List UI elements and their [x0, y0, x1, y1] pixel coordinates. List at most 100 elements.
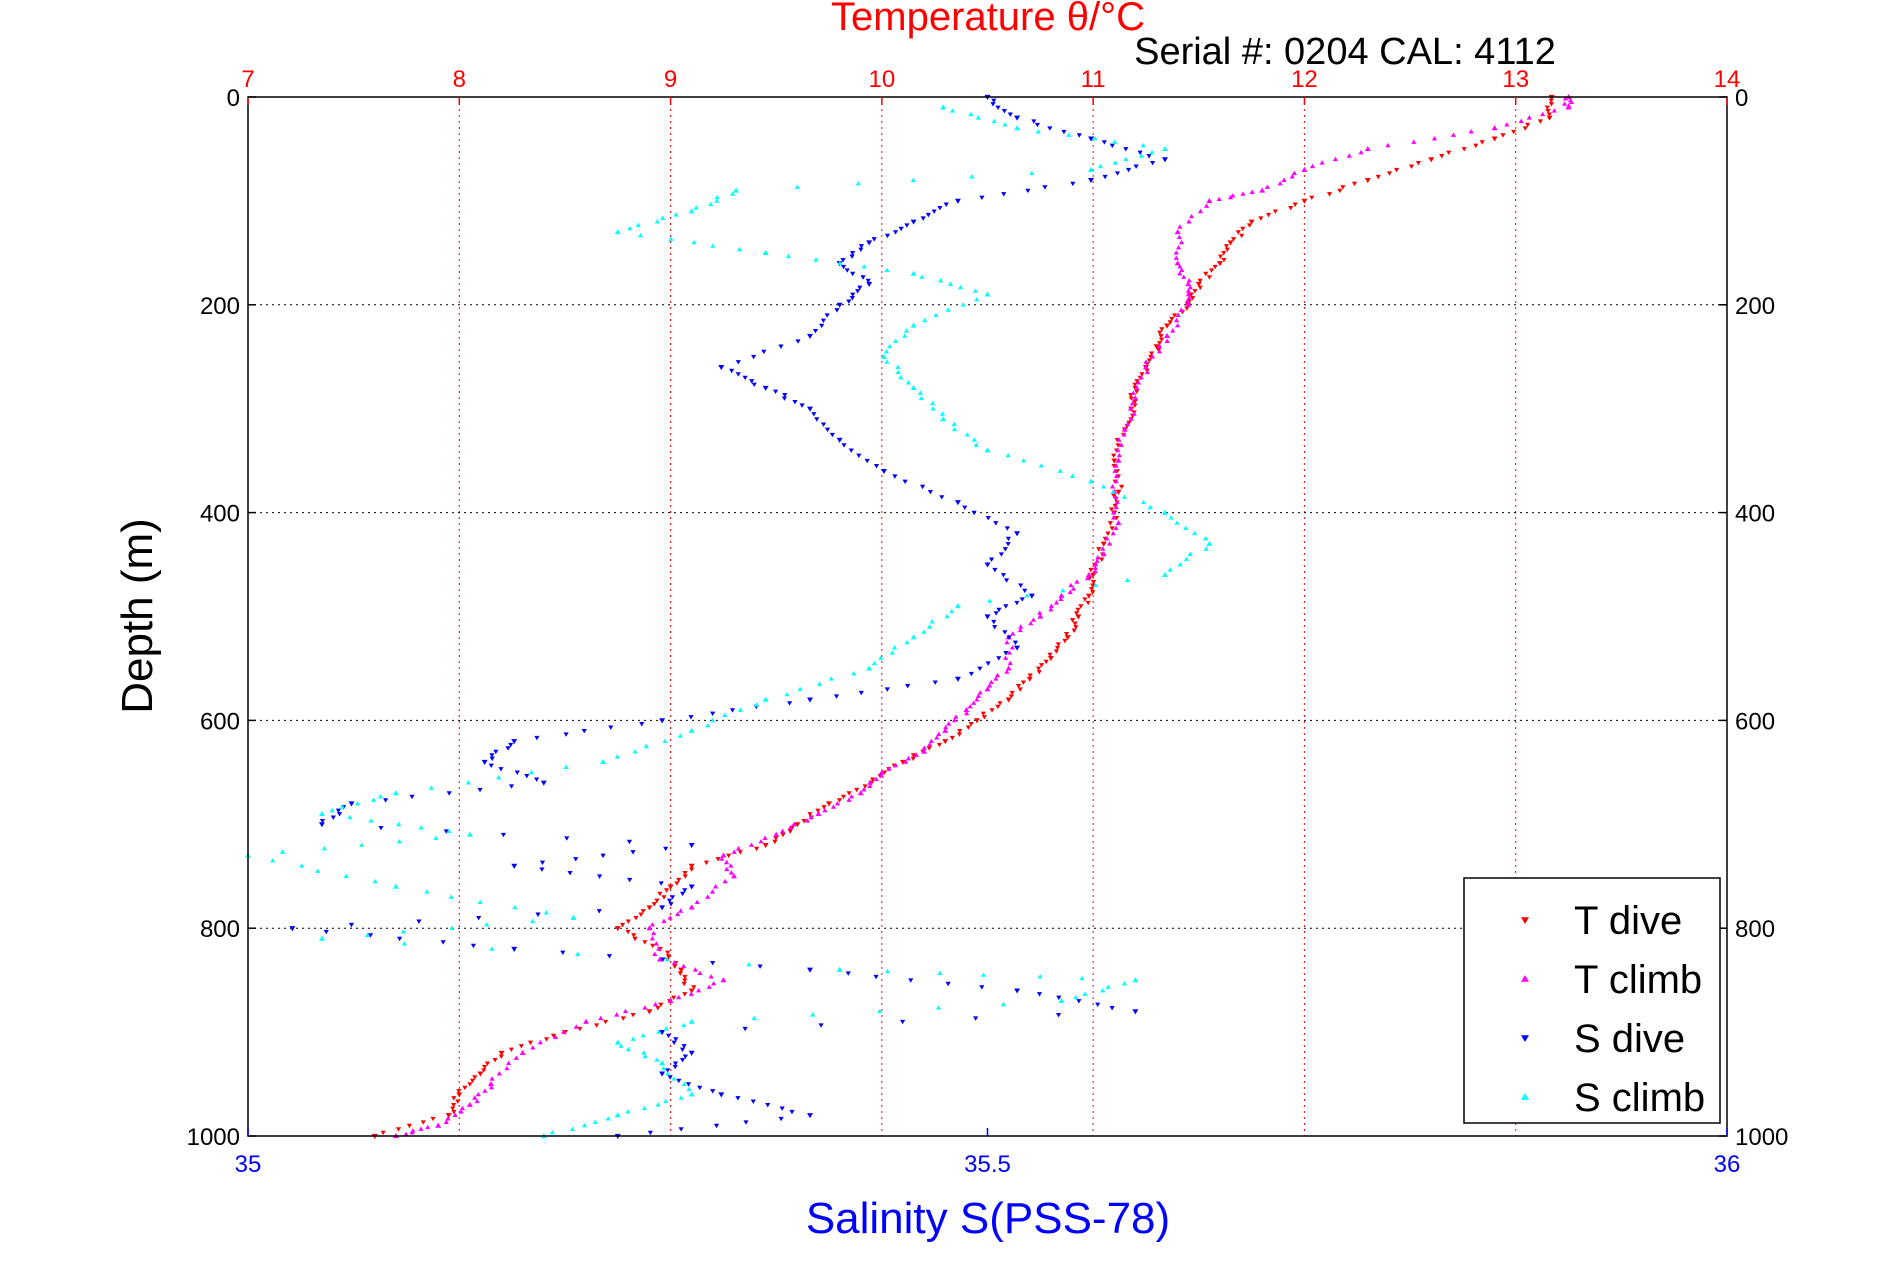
- data-point: [1221, 257, 1227, 263]
- data-point: [1060, 587, 1066, 593]
- data-point: [719, 856, 725, 861]
- data-point: [1073, 625, 1079, 630]
- data-point: [672, 1064, 678, 1070]
- data-point: [1175, 312, 1181, 318]
- data-point: [1058, 997, 1065, 1004]
- data-point: [329, 807, 335, 813]
- data-point: [1473, 143, 1479, 149]
- data-point: [1062, 638, 1068, 644]
- data-point: [1173, 255, 1179, 260]
- data-point: [673, 1037, 679, 1042]
- data-point: [484, 922, 490, 927]
- data-point: [1164, 332, 1171, 339]
- data-point: [1005, 536, 1012, 542]
- data-point: [1479, 140, 1485, 145]
- data-point: [1115, 447, 1121, 453]
- data-point: [1332, 156, 1338, 162]
- data-point: [1121, 426, 1128, 432]
- data-point: [993, 521, 999, 526]
- data-point: [903, 328, 910, 333]
- data-point: [1093, 561, 1099, 567]
- data-point: [632, 748, 638, 754]
- data-point: [665, 954, 671, 959]
- data-point: [655, 1102, 661, 1107]
- depth-tick-label-left: 200: [200, 293, 240, 320]
- data-point: [1110, 489, 1116, 494]
- data-point: [1461, 147, 1467, 152]
- data-point: [418, 825, 424, 830]
- data-point: [772, 839, 778, 845]
- data-point: [720, 852, 727, 858]
- data-point: [945, 307, 951, 312]
- data-point: [810, 1012, 816, 1017]
- data-point: [1074, 579, 1080, 584]
- data-point: [1159, 327, 1165, 332]
- data-point: [1174, 317, 1180, 323]
- temperature-tick-label: 12: [1291, 66, 1318, 93]
- data-point: [602, 1019, 609, 1025]
- data-point: [1150, 160, 1156, 166]
- data-point: [1056, 995, 1062, 1001]
- data-point: [1123, 156, 1129, 162]
- data-point: [656, 1029, 662, 1034]
- data-point: [1140, 142, 1146, 148]
- data-point: [1100, 987, 1106, 993]
- data-point: [472, 1075, 478, 1080]
- data-point: [1248, 219, 1255, 225]
- data-point: [570, 914, 577, 920]
- data-point: [467, 1082, 473, 1087]
- data-point: [1005, 665, 1012, 671]
- data-point: [980, 972, 986, 977]
- data-point: [451, 1096, 457, 1101]
- data-point: [1113, 478, 1119, 484]
- data-point: [818, 1023, 824, 1028]
- data-point: [829, 432, 835, 438]
- data-point: [672, 964, 678, 969]
- data-point: [1167, 567, 1173, 572]
- data-point: [1548, 102, 1555, 107]
- data-point: [975, 693, 982, 698]
- data-point: [1309, 163, 1316, 169]
- data-point: [1190, 296, 1196, 301]
- data-point: [395, 1127, 402, 1132]
- data-point: [957, 728, 963, 734]
- data-point: [878, 655, 884, 660]
- data-point: [1132, 1009, 1139, 1015]
- data-point: [1195, 281, 1202, 288]
- data-point: [1351, 181, 1358, 187]
- data-point: [482, 1064, 488, 1070]
- data-point: [1142, 364, 1149, 370]
- data-point: [493, 749, 499, 755]
- data-point: [1551, 108, 1557, 113]
- data-point: [511, 739, 518, 745]
- data-point: [962, 505, 968, 511]
- temperature-tick-label: 13: [1502, 66, 1529, 93]
- data-point: [857, 790, 864, 796]
- data-point: [710, 717, 716, 723]
- data-point: [1038, 663, 1045, 668]
- data-point: [1019, 597, 1025, 602]
- data-point: [973, 442, 979, 447]
- data-point: [887, 343, 893, 349]
- data-point: [988, 679, 994, 685]
- data-point: [971, 437, 977, 442]
- data-point: [1000, 1001, 1007, 1007]
- data-point: [910, 177, 916, 182]
- data-point: [1184, 298, 1190, 304]
- data-point: [857, 285, 863, 291]
- data-point: [1161, 509, 1168, 515]
- data-point: [1177, 561, 1183, 567]
- data-point: [1088, 567, 1094, 573]
- data-point: [1206, 275, 1213, 280]
- data-point: [1185, 291, 1192, 297]
- data-point: [1446, 150, 1452, 156]
- data-point: [1105, 531, 1111, 536]
- data-point: [671, 960, 678, 965]
- data-point: [659, 718, 666, 724]
- data-point: [527, 1040, 534, 1046]
- data-point: [851, 671, 857, 676]
- data-point: [1111, 458, 1118, 464]
- data-point: [1157, 348, 1163, 354]
- data-point: [1125, 167, 1132, 173]
- data-point: [1491, 125, 1498, 131]
